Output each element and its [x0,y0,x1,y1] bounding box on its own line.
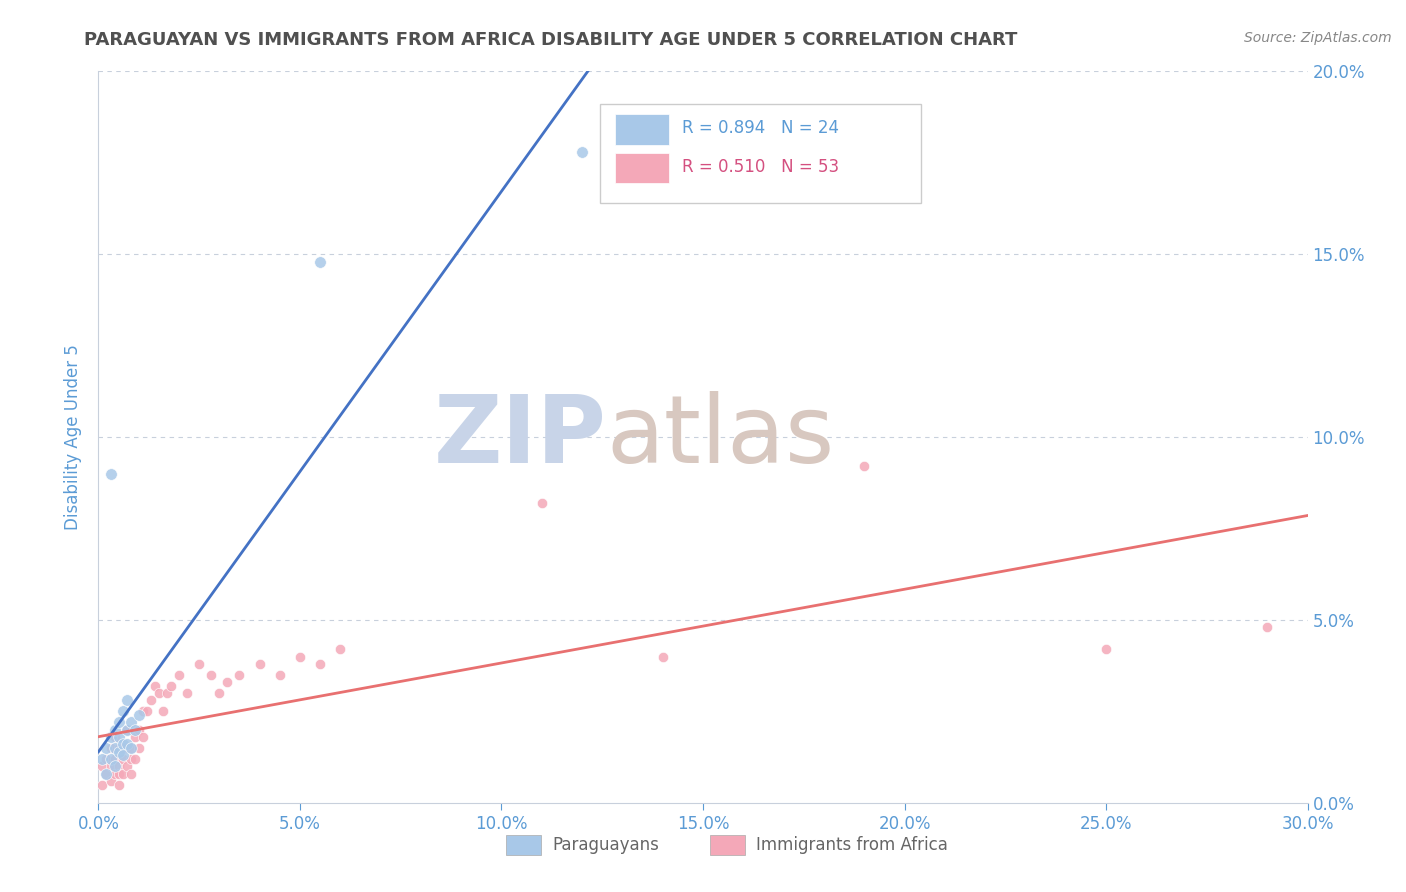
Point [115,693,138,707]
Point [288,649,311,664]
Text: atlas: atlas [606,391,835,483]
Point [208,686,231,700]
Point [200,667,222,681]
Point [120,752,142,766]
Point [115,740,138,755]
Point [103,752,125,766]
Point [103,766,125,780]
Point [100,752,122,766]
Point [1095,642,1118,657]
Text: Paraguayans: Paraguayans [553,836,659,854]
Point [120,740,142,755]
Text: ZIP: ZIP [433,391,606,483]
Point [111,740,134,755]
Point [120,740,142,755]
Point [103,740,125,755]
Bar [614,114,669,145]
Point [111,766,134,780]
Point [120,766,142,780]
Point [269,667,291,681]
Point [96,766,118,780]
Point [139,693,162,707]
Point [1256,620,1278,634]
Point [111,737,134,751]
Point [100,759,122,773]
Point [530,496,553,510]
Point [107,730,129,744]
Text: R = 0.894   N = 24: R = 0.894 N = 24 [682,120,839,137]
Point [128,723,150,737]
Point [176,686,198,700]
Point [188,657,211,671]
Point [160,679,183,693]
Point [124,752,146,766]
Point [96,740,118,755]
Point [124,730,146,744]
Point [115,723,138,737]
Y-axis label: Disability Age Under 5: Disability Age Under 5 [65,344,83,530]
Point [96,752,118,766]
Point [100,730,122,744]
Point [309,657,332,671]
Point [249,657,271,671]
Bar [614,153,669,183]
Point [100,467,122,481]
Point [148,686,170,700]
Point [143,679,166,693]
Point [128,740,150,755]
Point [120,715,142,730]
Point [115,737,138,751]
Point [329,642,352,657]
Point [152,705,174,719]
Text: R = 0.510   N = 53: R = 0.510 N = 53 [682,158,839,177]
Point [115,723,138,737]
Point [651,649,673,664]
Point [103,730,125,744]
Point [107,740,129,755]
Point [96,766,118,780]
Text: Source: ZipAtlas.com: Source: ZipAtlas.com [1244,31,1392,45]
Point [132,705,155,719]
Point [132,730,155,744]
Point [100,773,122,788]
Point [111,705,134,719]
Text: Immigrants from Africa: Immigrants from Africa [756,836,948,854]
Point [107,766,129,780]
Point [103,723,125,737]
Point [571,145,593,159]
Point [91,778,114,792]
Point [103,759,125,773]
Point [167,667,190,681]
Point [128,708,150,723]
Point [217,675,239,690]
Point [107,715,129,730]
Point [111,748,134,763]
Point [156,686,179,700]
Point [115,759,138,773]
Point [309,254,332,268]
Point [111,752,134,766]
Point [107,778,129,792]
Point [100,740,122,755]
Point [853,459,876,474]
Text: PARAGUAYAN VS IMMIGRANTS FROM AFRICA DISABILITY AGE UNDER 5 CORRELATION CHART: PARAGUAYAN VS IMMIGRANTS FROM AFRICA DIS… [84,31,1018,49]
Point [107,759,129,773]
FancyBboxPatch shape [600,104,921,203]
Point [228,667,250,681]
Point [91,759,114,773]
Point [107,745,129,759]
Point [124,723,146,737]
Point [135,705,157,719]
Point [91,752,114,766]
